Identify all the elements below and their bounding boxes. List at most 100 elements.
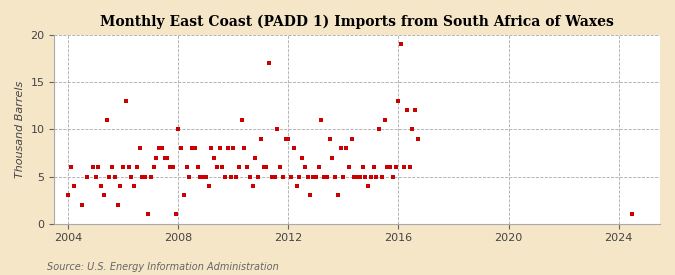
- Point: [151, 155, 161, 160]
- Point: [209, 155, 219, 160]
- Point: [129, 184, 140, 188]
- Point: [195, 174, 206, 179]
- Point: [184, 174, 194, 179]
- Point: [305, 193, 316, 198]
- Point: [316, 118, 327, 122]
- Point: [341, 146, 352, 150]
- Point: [198, 174, 209, 179]
- Point: [369, 165, 379, 169]
- Point: [267, 174, 277, 179]
- Point: [252, 174, 263, 179]
- Point: [319, 174, 329, 179]
- Point: [385, 165, 396, 169]
- Point: [286, 174, 296, 179]
- Point: [250, 155, 261, 160]
- Point: [288, 146, 299, 150]
- Point: [173, 127, 184, 131]
- Point: [90, 174, 101, 179]
- Point: [308, 174, 319, 179]
- Point: [118, 165, 129, 169]
- Point: [352, 174, 362, 179]
- Point: [324, 136, 335, 141]
- Point: [99, 193, 109, 198]
- Point: [407, 127, 418, 131]
- Point: [236, 118, 247, 122]
- Point: [159, 155, 170, 160]
- Point: [366, 174, 377, 179]
- Point: [393, 99, 404, 103]
- Point: [104, 174, 115, 179]
- Y-axis label: Thousand Barrels: Thousand Barrels: [15, 81, 25, 178]
- Point: [360, 174, 371, 179]
- Point: [379, 118, 390, 122]
- Point: [82, 174, 93, 179]
- Point: [234, 165, 244, 169]
- Point: [206, 146, 217, 150]
- Point: [109, 174, 120, 179]
- Point: [178, 193, 189, 198]
- Point: [382, 165, 393, 169]
- Point: [335, 146, 346, 150]
- Point: [203, 184, 214, 188]
- Point: [300, 165, 310, 169]
- Point: [132, 165, 142, 169]
- Point: [137, 174, 148, 179]
- Point: [142, 212, 153, 216]
- Point: [211, 165, 222, 169]
- Point: [96, 184, 107, 188]
- Point: [327, 155, 338, 160]
- Point: [242, 165, 252, 169]
- Point: [157, 146, 167, 150]
- Point: [259, 165, 269, 169]
- Point: [239, 146, 250, 150]
- Point: [387, 174, 398, 179]
- Point: [371, 174, 382, 179]
- Point: [214, 146, 225, 150]
- Point: [228, 146, 239, 150]
- Point: [330, 174, 341, 179]
- Point: [627, 212, 638, 216]
- Point: [65, 165, 76, 169]
- Point: [357, 165, 368, 169]
- Point: [344, 165, 354, 169]
- Point: [88, 165, 99, 169]
- Point: [390, 165, 401, 169]
- Point: [192, 165, 203, 169]
- Point: [124, 165, 134, 169]
- Point: [362, 184, 373, 188]
- Point: [68, 184, 79, 188]
- Point: [126, 174, 137, 179]
- Point: [181, 165, 192, 169]
- Point: [187, 146, 198, 150]
- Point: [93, 165, 104, 169]
- Point: [310, 174, 321, 179]
- Point: [223, 146, 234, 150]
- Point: [302, 174, 313, 179]
- Point: [272, 127, 283, 131]
- Point: [63, 193, 74, 198]
- Point: [321, 174, 332, 179]
- Point: [190, 146, 200, 150]
- Point: [231, 174, 242, 179]
- Point: [374, 127, 385, 131]
- Point: [148, 165, 159, 169]
- Point: [154, 146, 165, 150]
- Point: [313, 165, 324, 169]
- Point: [399, 165, 410, 169]
- Point: [402, 108, 412, 112]
- Point: [170, 212, 181, 216]
- Point: [291, 184, 302, 188]
- Point: [412, 136, 423, 141]
- Point: [333, 193, 344, 198]
- Point: [297, 155, 308, 160]
- Point: [404, 165, 415, 169]
- Point: [283, 136, 294, 141]
- Point: [354, 174, 365, 179]
- Point: [112, 203, 123, 207]
- Point: [225, 174, 236, 179]
- Point: [247, 184, 258, 188]
- Point: [101, 118, 112, 122]
- Point: [244, 174, 255, 179]
- Point: [115, 184, 126, 188]
- Point: [377, 174, 387, 179]
